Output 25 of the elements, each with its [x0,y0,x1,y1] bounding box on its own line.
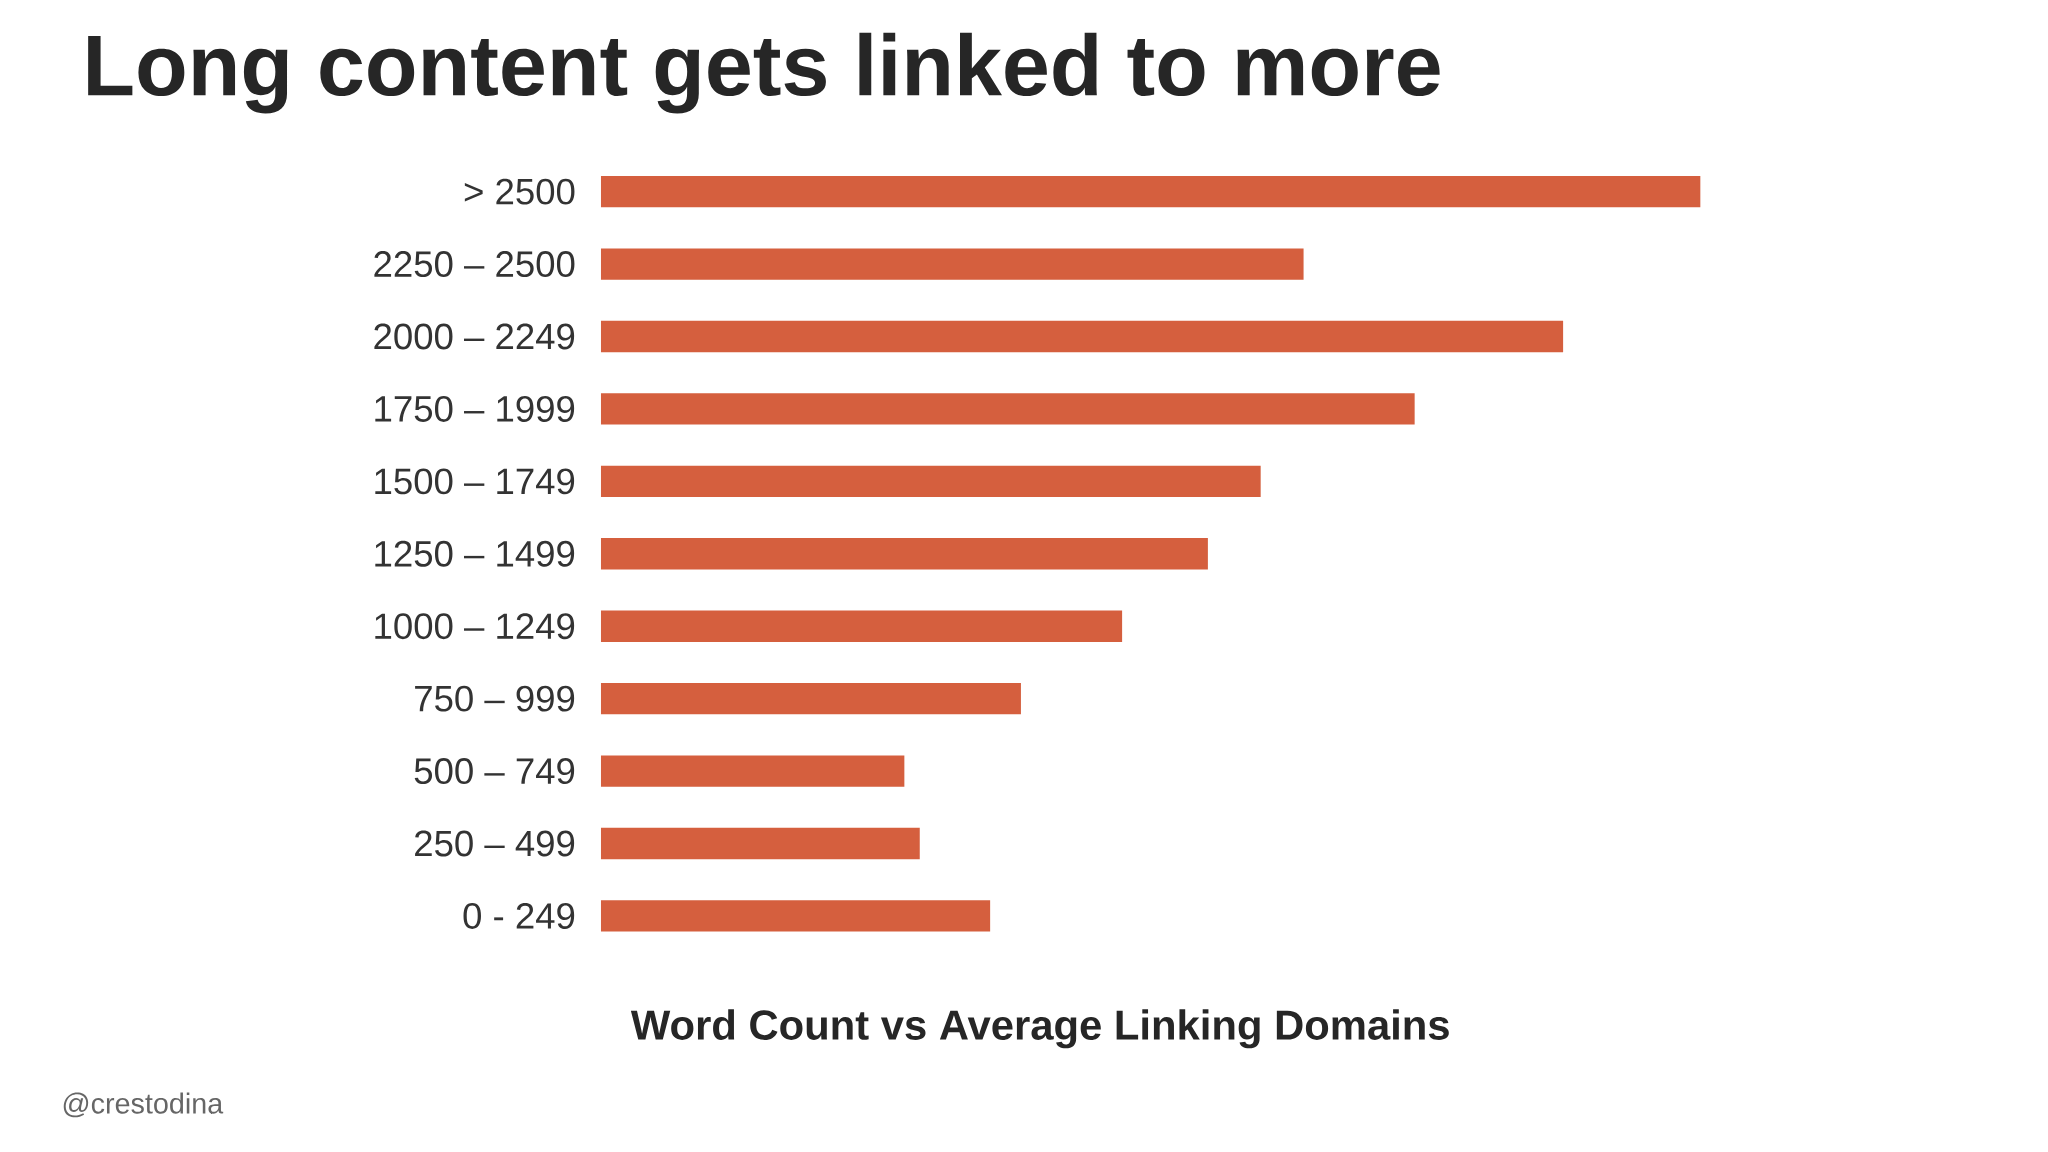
bar [600,610,1123,642]
y-tick-label: > 2500 [464,178,575,205]
y-tick-label: 1500 – 1749 [375,468,575,495]
bar [600,320,1564,353]
bar [600,465,1261,498]
y-tick-label: 1000 – 1249 [375,613,575,640]
y-tick-label: 1750 – 1999 [375,395,575,422]
bar [600,755,905,787]
y-tick-label: 2250 – 2500 [374,251,575,278]
chart-title: Long content gets linked to more [88,32,1440,114]
x-axis-title: Word Count vs Average Linking Domains [630,1009,1449,1049]
y-tick-label: 750 – 999 [415,685,575,712]
y-tick-label: 1250 – 1499 [375,540,575,567]
bar [600,393,1415,425]
bar [600,248,1304,280]
bar [600,175,1701,208]
bar [600,900,991,932]
text: @crestodina [63,1092,224,1118]
y-tick-label: 0 - 249 [463,902,575,929]
y-tick-label: 500 – 749 [414,758,575,785]
bar [600,682,1021,715]
bar [600,538,1208,570]
y-tick-label: 2000 – 2249 [374,323,575,350]
bar [600,827,920,860]
y-tick-label: 250 – 499 [415,830,575,857]
